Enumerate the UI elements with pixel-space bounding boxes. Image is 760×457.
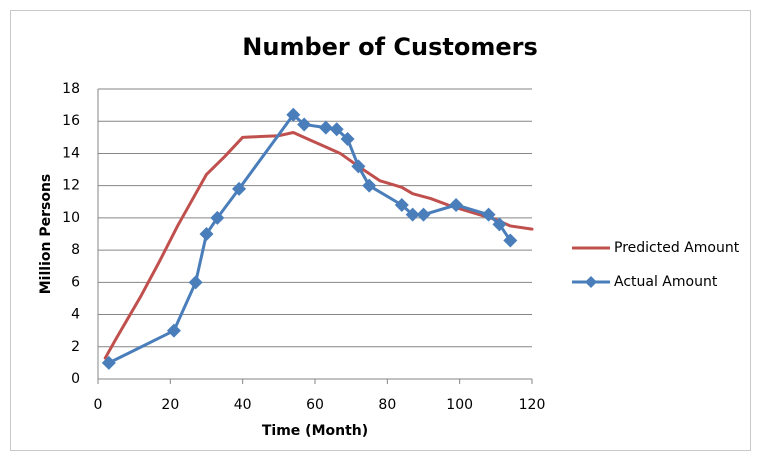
legend-marker (585, 276, 597, 288)
marker (166, 323, 181, 338)
x-tick-label: 20 (161, 397, 179, 413)
y-tick-label: 0 (71, 371, 80, 387)
marker (199, 227, 214, 241)
marker (101, 355, 116, 370)
legend-label: Actual Amount (614, 274, 718, 290)
marker (188, 275, 203, 290)
marker (492, 217, 507, 232)
y-tick-label: 2 (71, 339, 80, 355)
x-tick-label: 120 (519, 397, 546, 413)
marker (329, 122, 344, 137)
marker (481, 207, 496, 222)
legend-label: Predicted Amount (614, 240, 740, 256)
marker (416, 207, 431, 222)
y-tick-label: 16 (62, 113, 80, 129)
marker (362, 178, 377, 193)
marker (232, 181, 247, 196)
x-tick-label: 100 (446, 397, 473, 413)
x-tick-label: 80 (378, 397, 396, 413)
y-tick-label: 8 (71, 242, 80, 258)
marker (297, 117, 312, 132)
marker (318, 120, 333, 135)
x-tick-label: 40 (234, 397, 252, 413)
marker (394, 198, 409, 212)
y-tick-label: 14 (62, 145, 80, 161)
y-tick-label: 12 (62, 178, 80, 194)
x-tick-label: 60 (306, 397, 324, 413)
chart-title: Number of Customers (242, 33, 537, 61)
marker (210, 210, 225, 225)
chart-frame (10, 10, 751, 451)
marker (503, 233, 518, 248)
y-tick-label: 18 (62, 81, 80, 97)
marker (286, 107, 301, 122)
x-axis-title: Time (Month) (262, 423, 368, 439)
y-tick-label: 6 (71, 274, 80, 290)
y-tick-label: 10 (62, 210, 80, 226)
y-tick-label: 4 (71, 307, 80, 323)
y-axis-title: Million Persons (38, 174, 54, 295)
marker (405, 207, 420, 222)
marker (449, 198, 464, 212)
x-tick-label: 0 (94, 397, 103, 413)
marker (340, 131, 355, 146)
marker (351, 159, 366, 174)
